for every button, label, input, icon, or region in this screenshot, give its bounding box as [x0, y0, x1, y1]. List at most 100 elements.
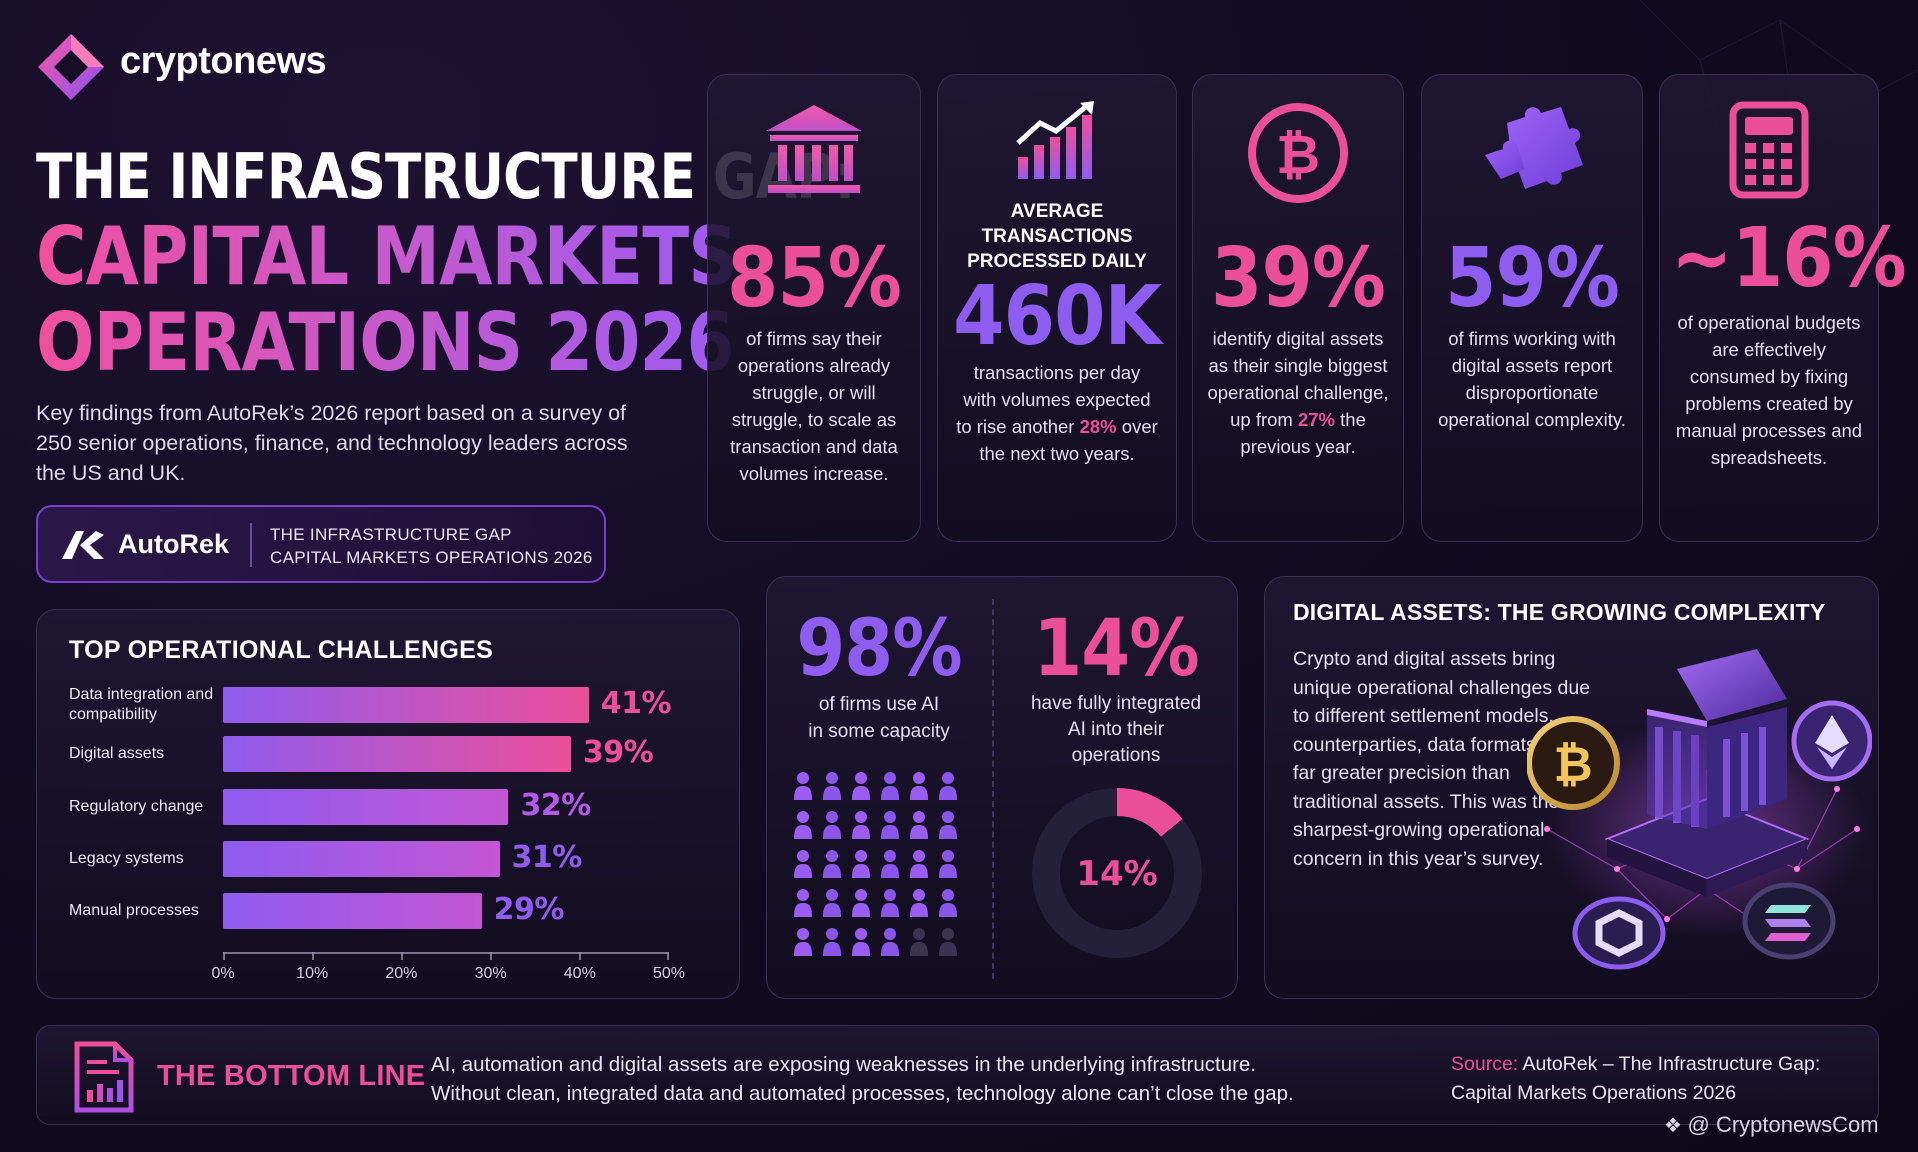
bar-value-label: 32% — [520, 788, 591, 823]
stat-value: ~16% — [1670, 211, 1907, 306]
donut-arc — [1116, 788, 1183, 838]
page-title-line-2: CAPITAL MARKETS — [36, 210, 737, 303]
person-icon — [794, 928, 812, 956]
stat-highlight: 28% — [1079, 416, 1117, 437]
bank-icon — [766, 105, 862, 193]
bar-value-label: 41% — [600, 686, 672, 721]
person-icon — [823, 850, 841, 878]
x-tick-label: 20% — [385, 965, 418, 982]
person-icon — [910, 772, 928, 800]
bar-label: Manual processes — [69, 902, 199, 919]
svg-text:₿: ₿ — [1276, 123, 1320, 186]
ai-donut-chart: 14% — [1032, 788, 1202, 958]
stat-card-39: ₿ 39% identify digital assets as their s… — [1192, 74, 1404, 542]
person-icon — [881, 850, 899, 878]
report-name: THE INFRASTRUCTURE GAP CAPITAL MARKETS O… — [270, 523, 593, 569]
digital-assets-body: Crypto and digital assets bring unique o… — [1293, 648, 1591, 870]
stat-text-after: over the next two years. — [979, 416, 1158, 464]
stat-heading-line-3: PROCESSED DAILY — [967, 251, 1147, 272]
x-axis — [223, 952, 669, 960]
person-icon — [910, 889, 928, 917]
stat-description: transactions per day with volumes expect… — [956, 359, 1158, 467]
bottom-line-text-line-2: Without clean, integrated data and autom… — [431, 1082, 1294, 1105]
digital-assets-title: DIGITAL ASSETS: THE GROWING COMPLEXITY — [1293, 599, 1826, 625]
bottom-line-bar: THE BOTTOM LINE AI, automation and digit… — [36, 1025, 1879, 1125]
person-icon — [910, 928, 928, 956]
bar — [223, 736, 571, 772]
bottom-line-title: THE BOTTOM LINE — [157, 1060, 426, 1092]
bar — [223, 893, 482, 929]
stat-value: 460K — [953, 269, 1162, 364]
x-tick-label: 50% — [652, 965, 686, 982]
bar-value-label: 39% — [582, 735, 654, 770]
bar-label: Digital assets — [69, 745, 165, 762]
subtitle: Key findings from AutoRek’s 2026 report … — [36, 401, 628, 485]
person-icon — [794, 889, 812, 917]
bar — [223, 789, 509, 825]
source-line-1: AutoRek – The Infrastructure Gap: — [1518, 1053, 1821, 1075]
crypto-platform-illustration: ₿ — [1527, 649, 1872, 970]
person-icon — [794, 772, 812, 800]
x-tick-label: 10% — [296, 965, 329, 982]
stat-card-85: 85% of firms say their operations alread… — [707, 74, 921, 542]
bar — [223, 687, 589, 723]
person-icon — [939, 889, 957, 917]
stat-description: of operational budgets are effectively c… — [1675, 312, 1863, 468]
person-icon — [852, 928, 870, 956]
person-icon — [823, 811, 841, 839]
report-name-line-2: CAPITAL MARKETS OPERATIONS 2026 — [270, 548, 593, 567]
stat-value: 59% — [1445, 231, 1620, 326]
challenges-panel: TOP OPERATIONAL CHALLENGES Data integrat… — [36, 609, 740, 999]
bar-label: Regulatory change — [69, 798, 204, 815]
watermark-text: @ CryptonewsCom — [1687, 1112, 1879, 1137]
person-icon — [881, 772, 899, 800]
x-tick-label: 0% — [211, 965, 235, 982]
challenges-bar-chart: Data integration and compatibility 41% Dig… — [37, 610, 741, 1000]
person-icon — [823, 772, 841, 800]
source-label: Source: — [1451, 1053, 1519, 1075]
stat-heading: AVERAGE TRANSACTIONS PROCESSED DAILY — [938, 199, 1176, 274]
person-icon — [852, 811, 870, 839]
bitcoin-icon: ₿ — [1248, 103, 1348, 203]
bar-label: Legacy systems — [69, 850, 184, 867]
people-grid — [793, 771, 973, 971]
source-citation: Source: AutoRek – The Infrastructure Gap… — [1451, 1050, 1820, 1108]
report-badge: AutoRek THE INFRASTRUCTURE GAP CAPITAL M… — [36, 505, 606, 583]
stat-heading-line-2: TRANSACTIONS — [981, 226, 1133, 247]
ai-usage-value: 98% — [778, 603, 980, 694]
cryptonews-logo-icon — [38, 34, 104, 100]
person-icon — [910, 850, 928, 878]
person-icon — [852, 850, 870, 878]
ai-panel: 98% of firms use AI in some capacity 14%… — [766, 576, 1238, 999]
challenges-title: TOP OPERATIONAL CHALLENGES — [69, 636, 494, 664]
bar-value-label: 31% — [511, 840, 583, 875]
stat-card-460k: AVERAGE TRANSACTIONS PROCESSED DAILY 460… — [937, 74, 1177, 542]
watermark: ❖ @ CryptonewsCom — [1664, 1112, 1879, 1138]
stat-text-before: transactions per day with volumes expect… — [956, 362, 1151, 437]
ai-usage-text: of firms use AI in some capacity — [767, 691, 991, 745]
growth-chart-icon — [1016, 101, 1094, 179]
svg-text:₿: ₿ — [1553, 737, 1592, 793]
stat-description: identify digital assets as their single … — [1205, 325, 1391, 460]
person-icon — [939, 811, 957, 839]
ai-integrated-value: 14% — [1005, 603, 1226, 694]
ai-usage-value-text: 98% — [796, 604, 962, 694]
person-icon — [939, 928, 957, 956]
ai-usage-text-line-2: in some capacity — [808, 721, 950, 742]
divider — [250, 523, 252, 567]
bottom-line-text-line-1: AI, automation and digital assets are ex… — [431, 1053, 1257, 1076]
person-icon — [881, 811, 899, 839]
person-icon — [939, 850, 957, 878]
x-tick-label: 40% — [563, 965, 596, 982]
report-document-icon — [74, 1041, 134, 1113]
page-title-line-2-3: CAPITAL MARKETS OPERATIONS 2026 — [36, 214, 737, 386]
ai-integrated-text-line-3: operations — [1071, 745, 1161, 766]
brand-name: cryptonews — [120, 40, 327, 82]
report-name-line-1: THE INFRASTRUCTURE GAP — [270, 525, 512, 544]
stat-description: of firms working with digital assets rep… — [1438, 328, 1626, 430]
stat-value: 39% — [1211, 231, 1386, 326]
person-icon — [823, 928, 841, 956]
ai-integrated-text: have fully integrated AI into their oper… — [993, 691, 1239, 769]
bottom-line-text: AI, automation and digital assets are ex… — [431, 1050, 1294, 1108]
person-icon — [852, 889, 870, 917]
